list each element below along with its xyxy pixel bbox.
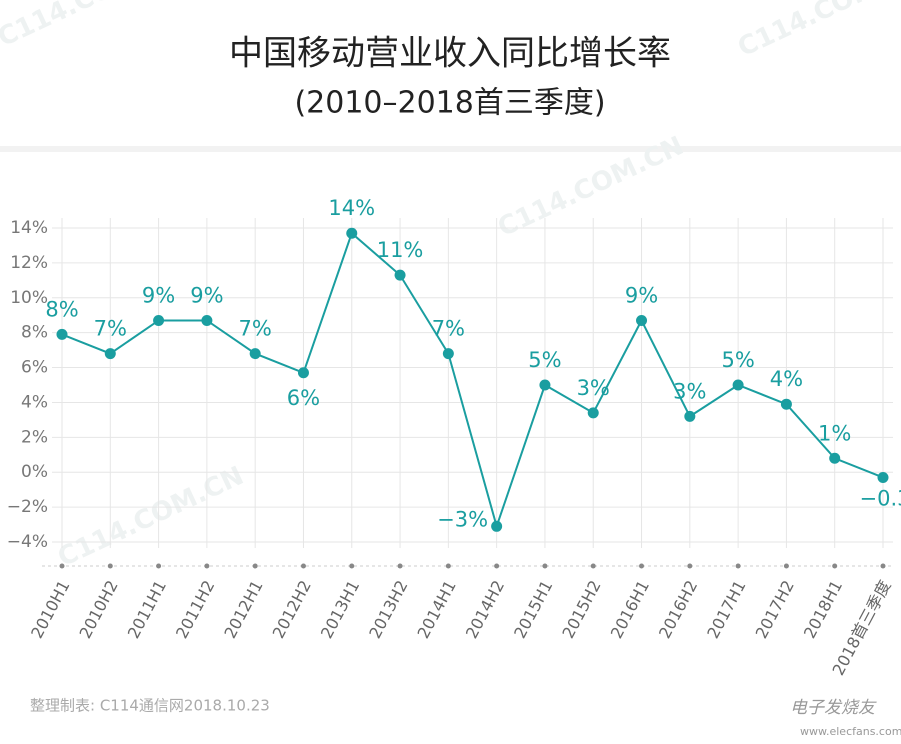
data-label: 1% (818, 421, 851, 445)
data-point (346, 227, 358, 239)
data-label: 6% (287, 386, 320, 410)
y-tick-label: 8% (21, 323, 48, 343)
logo-url: www.elecfans.com (800, 725, 901, 738)
data-point (539, 379, 551, 391)
y-tick-label: 10% (10, 288, 48, 308)
y-tick-label: 2% (21, 427, 48, 447)
data-label: 11% (377, 238, 424, 262)
x-tick-dot (832, 563, 838, 569)
x-tick-dot (639, 563, 645, 569)
data-point (153, 314, 165, 326)
x-tick-label: 2012H1 (220, 577, 266, 641)
data-point (780, 398, 792, 410)
x-tick-label: 2013H1 (317, 577, 363, 641)
x-tick-dot (687, 563, 693, 569)
x-tick-label: 2011H1 (124, 577, 170, 641)
data-point (636, 314, 648, 326)
x-tick-dot (107, 563, 113, 569)
data-point (877, 471, 889, 483)
header-shadow (0, 146, 901, 152)
x-tick-dot (494, 563, 500, 569)
data-point (684, 410, 696, 422)
x-tick-label: 2016H2 (655, 577, 701, 641)
y-tick-label: 0% (21, 462, 48, 482)
x-tick-label: 2017H1 (703, 577, 749, 641)
data-label: 14% (328, 196, 375, 220)
x-tick-dot (397, 563, 403, 569)
watermark: C114.COM.CN (53, 461, 248, 573)
y-tick-label: 14% (10, 218, 48, 238)
data-label: 7% (432, 317, 465, 341)
data-label: 9% (625, 283, 658, 307)
x-tick-dot (300, 563, 306, 569)
data-point (297, 367, 309, 379)
chart-subtitle: (2010–2018首三季度) (294, 86, 605, 121)
data-point (394, 269, 406, 281)
x-tick-label: 2017H2 (752, 577, 798, 641)
y-tick-label: 4% (21, 392, 48, 412)
data-label: 7% (239, 317, 272, 341)
data-label: 5% (721, 348, 754, 372)
data-label: 9% (190, 283, 223, 307)
data-label: 8% (45, 297, 78, 321)
y-tick-label: 6% (21, 358, 48, 378)
x-tick-label: 2010H1 (27, 577, 73, 641)
data-label: −3% (437, 507, 488, 531)
logo: 电子发烧友 (790, 698, 877, 718)
data-line (61, 231, 884, 530)
x-tick-dot (880, 563, 886, 569)
x-tick-dot (59, 563, 65, 569)
data-label: 7% (94, 317, 127, 341)
data-point (829, 452, 841, 464)
data-point (442, 348, 454, 360)
y-tick-label: 12% (10, 253, 48, 273)
x-tick-label: 2015H1 (510, 577, 556, 641)
data-point (201, 314, 213, 326)
source-note: 整理制表: C114通信网2018.10.23 (30, 697, 270, 715)
data-label: 3% (673, 379, 706, 403)
data-point (491, 520, 503, 532)
data-label: 3% (577, 376, 610, 400)
data-point (56, 328, 68, 340)
data-point (732, 379, 744, 391)
x-tick-label: 2010H2 (75, 577, 121, 641)
data-point (587, 407, 599, 419)
plot: −4%−2%0%2%4%6%8%10%12%14%2010H1 2010H2 201… (7, 196, 901, 678)
data-label: 4% (770, 367, 803, 391)
data-point (104, 348, 116, 360)
x-tick-dot (156, 563, 162, 569)
data-label: 5% (528, 348, 561, 372)
x-tick-dot (735, 563, 741, 569)
x-tick-label: 2016H1 (607, 577, 653, 641)
x-tick-dot (349, 563, 355, 569)
data-point (249, 348, 261, 360)
x-tick-label: 2012H2 (269, 577, 315, 641)
data-label: 9% (142, 283, 175, 307)
x-tick-label: 2018H1 (800, 577, 846, 641)
x-tick-label: 2013H2 (365, 577, 411, 641)
y-tick-label: −4% (7, 532, 48, 552)
x-tick-label: 2015H2 (558, 577, 604, 641)
x-tick-label: 2014H2 (462, 577, 508, 641)
chart-title: 中国移动营业收入同比增长率 (229, 34, 671, 74)
x-tick-dot (590, 563, 596, 569)
data-label: −0.3% (860, 486, 901, 510)
x-tick-dot (252, 563, 258, 569)
y-tick-label: −2% (7, 497, 48, 517)
x-tick-dot (204, 563, 210, 569)
x-tick-dot (445, 563, 451, 569)
header-bg (0, 0, 901, 146)
x-tick-label: 2014H1 (414, 577, 460, 641)
x-tick-dot (783, 563, 789, 569)
x-tick-dot (542, 563, 548, 569)
x-tick-label: 2011H2 (172, 577, 218, 641)
